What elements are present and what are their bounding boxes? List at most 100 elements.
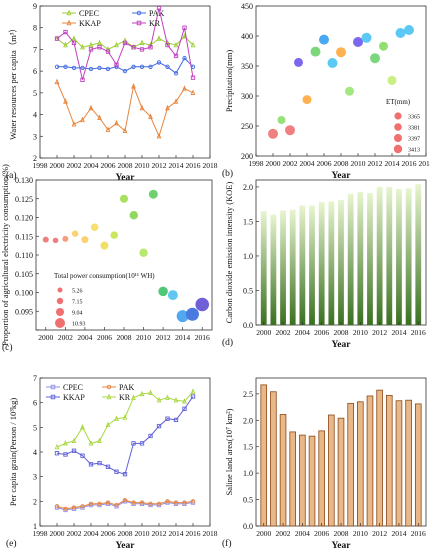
series-marker bbox=[63, 64, 68, 69]
y-tick-label: 1 bbox=[33, 522, 37, 531]
y-tick-label: 0.5 bbox=[243, 286, 253, 295]
series-marker bbox=[131, 83, 136, 89]
panel-label: (d) bbox=[222, 337, 233, 348]
size-legend-marker bbox=[57, 287, 63, 293]
bar bbox=[309, 205, 315, 325]
size-legend-label: 3397 bbox=[408, 137, 420, 143]
x-tick-label: 2018 bbox=[203, 529, 218, 538]
series-marker bbox=[97, 114, 102, 120]
series-marker bbox=[105, 421, 111, 428]
bar bbox=[376, 186, 383, 325]
y-tick-label: 6 bbox=[33, 67, 37, 76]
y-tick-label: 0.0 bbox=[243, 321, 253, 330]
size-legend-marker bbox=[56, 297, 64, 305]
series-marker bbox=[63, 506, 68, 511]
bar bbox=[415, 184, 422, 325]
size-legend-title: ET(mm) bbox=[386, 98, 411, 106]
data-point bbox=[148, 189, 158, 199]
y-axis-label: Carbon dioxide emission intensity (KOE) bbox=[224, 182, 234, 324]
data-point bbox=[285, 125, 295, 136]
bar bbox=[347, 402, 354, 527]
bar bbox=[405, 188, 412, 325]
series-marker bbox=[190, 394, 196, 399]
bar bbox=[318, 202, 325, 325]
data-point bbox=[158, 286, 168, 297]
series-marker bbox=[131, 441, 136, 446]
panel-label: (a) bbox=[6, 170, 17, 181]
x-tick-label: 2002 bbox=[67, 161, 82, 170]
legend-label: KR bbox=[149, 19, 161, 28]
data-point bbox=[277, 116, 286, 124]
series-marker bbox=[173, 98, 179, 104]
legend-label: KR bbox=[119, 393, 131, 402]
series-marker bbox=[71, 35, 77, 41]
size-legend-label: 5.26 bbox=[72, 289, 83, 295]
x-tick-label: 2014 bbox=[391, 328, 406, 337]
data-point bbox=[167, 290, 178, 301]
y-tick-label: 6 bbox=[33, 399, 37, 408]
series-marker bbox=[88, 501, 94, 506]
series-marker bbox=[71, 121, 77, 127]
series-marker bbox=[122, 472, 128, 477]
series-marker bbox=[148, 64, 153, 69]
series-marker bbox=[190, 388, 196, 394]
y-tick-label: 0.5 bbox=[243, 496, 253, 505]
data-point bbox=[361, 32, 372, 43]
x-tick-label: 2002 bbox=[67, 529, 82, 538]
series-marker bbox=[63, 41, 68, 48]
legend-label: PAK bbox=[149, 9, 164, 18]
series-marker bbox=[148, 389, 153, 395]
series-marker bbox=[190, 89, 196, 96]
x-tick-label: 2016 bbox=[195, 333, 210, 342]
y-tick-label: 0.0 bbox=[243, 522, 253, 531]
series-marker bbox=[156, 423, 162, 429]
y-tick-label: 0.120 bbox=[15, 214, 33, 223]
size-legend-label: 3365 bbox=[408, 115, 420, 121]
y-axis-label: Proportion of agricultural electricity c… bbox=[0, 164, 10, 346]
series-marker bbox=[139, 441, 145, 446]
series-marker bbox=[122, 40, 128, 46]
x-tick-label: 2000 bbox=[266, 159, 281, 168]
series-marker bbox=[97, 45, 102, 50]
series-marker bbox=[88, 462, 94, 467]
bar bbox=[357, 191, 364, 325]
x-tick-label: 2008 bbox=[118, 529, 133, 538]
panel-f-saline-land-chart: 0.0 0.5 1.0 1.5 2.0 2.5 Saline land area(10⁷ k… bbox=[222, 377, 427, 550]
legend-label: PAK bbox=[119, 383, 134, 392]
series-marker bbox=[173, 41, 179, 48]
y-tick-label: 7 bbox=[33, 374, 37, 383]
x-tick-label: 2010 bbox=[351, 159, 366, 168]
data-point bbox=[327, 58, 338, 68]
data-point bbox=[319, 34, 329, 45]
data-point bbox=[387, 75, 397, 85]
series-marker bbox=[131, 394, 136, 400]
y-tick-label: 200 bbox=[241, 152, 253, 161]
series-marker bbox=[139, 47, 145, 52]
data-point bbox=[90, 223, 99, 232]
series-marker bbox=[136, 10, 142, 16]
series-marker bbox=[114, 62, 119, 67]
series-marker bbox=[105, 464, 111, 469]
series-marker bbox=[97, 460, 102, 466]
data-point bbox=[62, 235, 69, 242]
series-line-pak bbox=[56, 499, 194, 510]
y-tick-label: 2.0 bbox=[243, 416, 253, 425]
size-legend-label: 3381 bbox=[408, 126, 420, 132]
y-tick-label: 0.095 bbox=[15, 307, 33, 316]
data-point bbox=[379, 41, 388, 51]
y-tick-label: 0.115 bbox=[15, 232, 33, 241]
y-tick-label: 0.105 bbox=[15, 270, 33, 279]
x-tick-label: 2004 bbox=[295, 328, 310, 337]
y-axis-label: Water resources per capita（m³） bbox=[8, 24, 18, 140]
series-marker bbox=[182, 85, 187, 91]
x-tick-label: 2000 bbox=[50, 161, 65, 170]
series-marker bbox=[63, 452, 68, 457]
y-tick-label: 2 bbox=[33, 497, 37, 506]
y-tick-label: 0.110 bbox=[15, 251, 33, 260]
bar bbox=[299, 434, 306, 527]
x-tick-label: 2014 bbox=[169, 161, 184, 170]
series-marker bbox=[88, 104, 94, 111]
series-marker bbox=[97, 65, 102, 71]
series-marker bbox=[156, 6, 162, 11]
